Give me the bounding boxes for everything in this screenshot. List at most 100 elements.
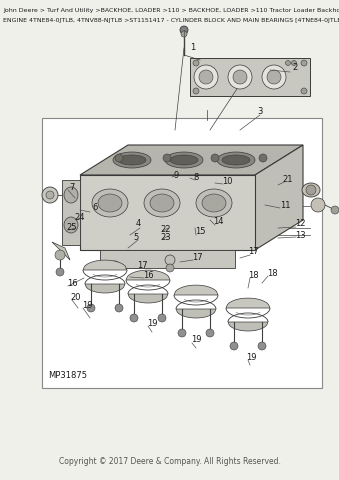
Circle shape: [87, 304, 95, 312]
Ellipse shape: [150, 194, 174, 212]
Ellipse shape: [217, 152, 255, 168]
Polygon shape: [100, 250, 235, 268]
Circle shape: [163, 154, 171, 162]
Circle shape: [211, 154, 219, 162]
Text: ENGINE 4TNE84-0JTLB, 4TNV88-NJTLB >ST1151417 - CYLINDER BLOCK AND MAIN BEARINGS : ENGINE 4TNE84-0JTLB, 4TNV88-NJTLB >ST115…: [3, 18, 339, 23]
Text: 19: 19: [246, 353, 256, 362]
Text: 14: 14: [213, 217, 223, 227]
Polygon shape: [83, 260, 127, 270]
Ellipse shape: [302, 183, 320, 197]
Circle shape: [199, 70, 213, 84]
Text: 13: 13: [295, 230, 305, 240]
Polygon shape: [62, 180, 80, 245]
Text: 6: 6: [92, 204, 98, 213]
Text: 19: 19: [82, 301, 92, 311]
Circle shape: [115, 304, 123, 312]
Ellipse shape: [144, 189, 180, 217]
Polygon shape: [85, 284, 125, 293]
Text: 20: 20: [71, 293, 81, 302]
Polygon shape: [52, 242, 70, 260]
Circle shape: [233, 70, 247, 84]
Polygon shape: [176, 309, 216, 318]
Polygon shape: [80, 175, 255, 250]
Circle shape: [306, 185, 316, 195]
Ellipse shape: [98, 194, 122, 212]
Text: 18: 18: [248, 272, 258, 280]
Polygon shape: [226, 298, 270, 308]
Text: 24: 24: [75, 214, 85, 223]
Ellipse shape: [64, 187, 78, 203]
Ellipse shape: [196, 189, 232, 217]
Circle shape: [165, 255, 175, 265]
Text: 17: 17: [248, 248, 258, 256]
Text: 19: 19: [191, 336, 201, 345]
Text: 17: 17: [192, 253, 202, 263]
Circle shape: [55, 250, 65, 260]
Circle shape: [166, 264, 174, 272]
Polygon shape: [255, 145, 303, 250]
Text: 10: 10: [222, 178, 232, 187]
Circle shape: [178, 329, 186, 337]
Text: Copyright © 2017 Deere & Company. All Rights Reserved.: Copyright © 2017 Deere & Company. All Ri…: [59, 457, 280, 467]
Circle shape: [115, 154, 123, 162]
Circle shape: [46, 191, 54, 199]
Polygon shape: [80, 145, 303, 175]
Polygon shape: [190, 58, 310, 96]
Circle shape: [180, 26, 188, 34]
Text: 9: 9: [173, 170, 179, 180]
Text: MP31875: MP31875: [48, 371, 87, 380]
Text: 11: 11: [280, 201, 290, 209]
Circle shape: [301, 60, 307, 66]
Ellipse shape: [118, 155, 146, 165]
Circle shape: [228, 65, 252, 89]
Polygon shape: [128, 294, 168, 303]
Circle shape: [230, 342, 238, 350]
Text: 4: 4: [135, 219, 141, 228]
Text: 18: 18: [267, 269, 277, 278]
Circle shape: [258, 342, 266, 350]
Circle shape: [262, 65, 286, 89]
Ellipse shape: [222, 155, 250, 165]
Circle shape: [193, 60, 199, 66]
Text: 1: 1: [191, 44, 196, 52]
Ellipse shape: [165, 152, 203, 168]
Text: 23: 23: [161, 232, 171, 241]
Text: 22: 22: [161, 225, 171, 233]
Circle shape: [111, 261, 119, 269]
Circle shape: [311, 198, 325, 212]
Text: 25: 25: [67, 224, 77, 232]
Circle shape: [285, 60, 291, 65]
Circle shape: [194, 65, 218, 89]
Ellipse shape: [64, 217, 78, 233]
Text: John Deere > Turf And Utility >BACKHOE, LOADER >110 > BACKHOE, LOADER >110 Tract: John Deere > Turf And Utility >BACKHOE, …: [3, 8, 339, 13]
Text: 21: 21: [283, 176, 293, 184]
Text: 2: 2: [292, 63, 298, 72]
Circle shape: [130, 314, 138, 322]
Text: 7: 7: [69, 183, 75, 192]
Ellipse shape: [113, 152, 151, 168]
Circle shape: [301, 88, 307, 94]
Bar: [42, 118, 322, 388]
Text: 19: 19: [147, 320, 157, 328]
Circle shape: [292, 60, 297, 65]
Circle shape: [193, 88, 199, 94]
Circle shape: [56, 268, 64, 276]
Circle shape: [206, 329, 214, 337]
Ellipse shape: [170, 155, 198, 165]
Text: 5: 5: [133, 233, 139, 242]
Circle shape: [259, 154, 267, 162]
Ellipse shape: [92, 189, 128, 217]
Circle shape: [158, 314, 166, 322]
Circle shape: [267, 70, 281, 84]
Circle shape: [181, 31, 187, 37]
Text: 8: 8: [193, 173, 199, 182]
Circle shape: [42, 187, 58, 203]
Text: 15: 15: [195, 228, 205, 237]
Ellipse shape: [202, 194, 226, 212]
Text: 16: 16: [67, 278, 77, 288]
Text: 17: 17: [137, 261, 147, 269]
Text: 16: 16: [143, 271, 153, 279]
Polygon shape: [174, 285, 218, 295]
Text: 3: 3: [257, 108, 263, 117]
Polygon shape: [228, 322, 268, 331]
